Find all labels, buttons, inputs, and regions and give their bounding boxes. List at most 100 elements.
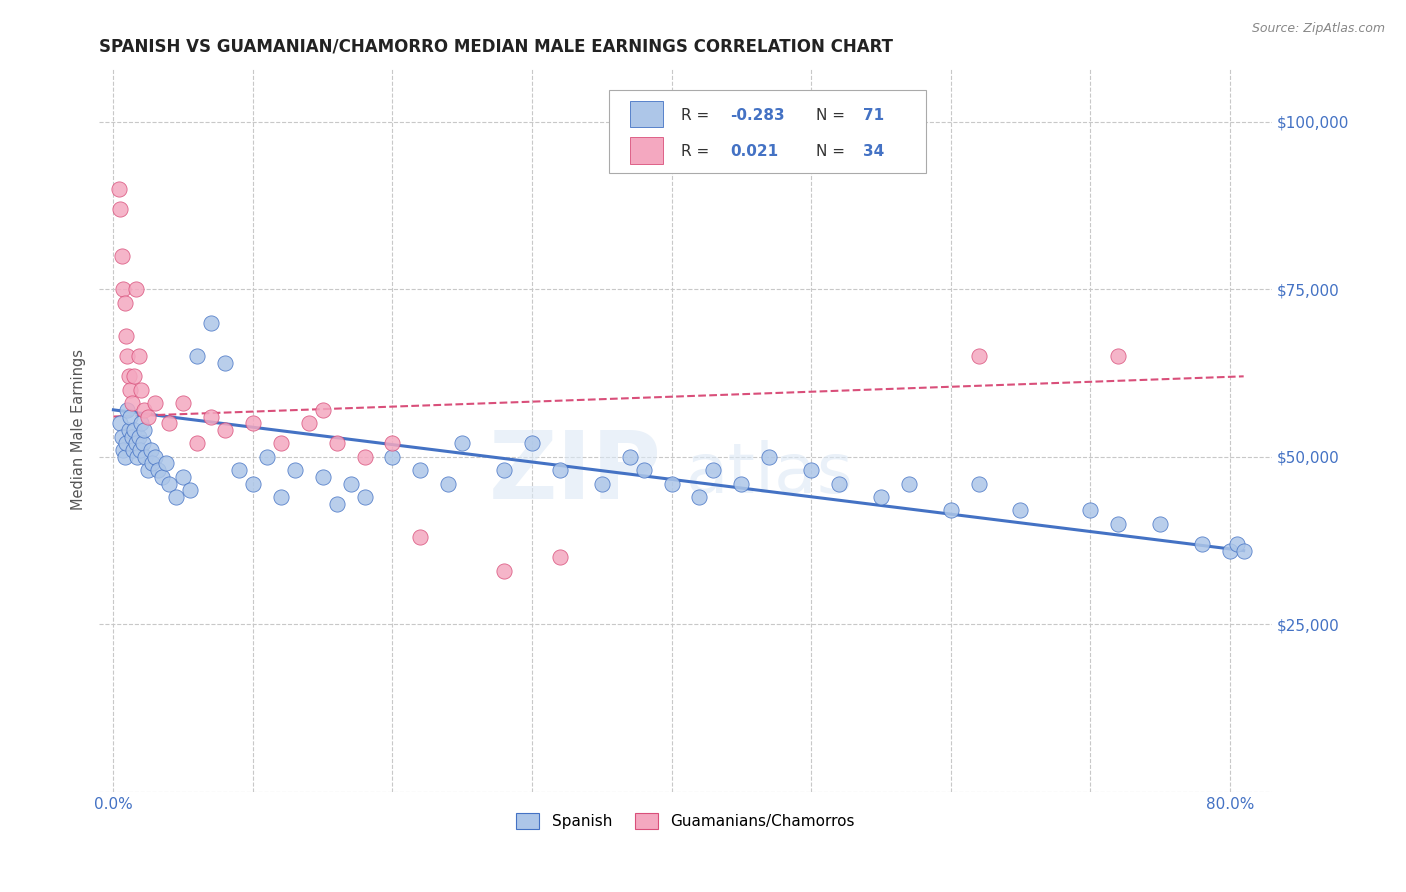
Text: atlas: atlas bbox=[686, 440, 853, 507]
Point bbox=[200, 316, 222, 330]
Point bbox=[800, 463, 823, 477]
Point bbox=[125, 282, 148, 296]
Point bbox=[1078, 503, 1101, 517]
Point bbox=[353, 450, 375, 464]
Point bbox=[730, 476, 752, 491]
Point bbox=[108, 181, 131, 195]
Point bbox=[121, 396, 143, 410]
Point bbox=[132, 402, 155, 417]
Point bbox=[120, 409, 142, 424]
Point bbox=[115, 329, 138, 343]
Point bbox=[548, 463, 571, 477]
Point bbox=[114, 450, 136, 464]
Text: 0.021: 0.021 bbox=[730, 144, 778, 159]
Text: 34: 34 bbox=[862, 144, 884, 159]
Point bbox=[270, 436, 292, 450]
Text: ZIP: ZIP bbox=[489, 427, 662, 519]
Point bbox=[172, 470, 194, 484]
Point bbox=[1107, 516, 1129, 531]
Point bbox=[1226, 537, 1249, 551]
Point bbox=[1149, 516, 1171, 531]
Point bbox=[325, 497, 347, 511]
Point bbox=[134, 450, 156, 464]
Point bbox=[242, 476, 264, 491]
Text: SPANISH VS GUAMANIAN/CHAMORRO MEDIAN MALE EARNINGS CORRELATION CHART: SPANISH VS GUAMANIAN/CHAMORRO MEDIAN MAL… bbox=[100, 37, 893, 55]
Point bbox=[451, 436, 474, 450]
Text: 71: 71 bbox=[862, 108, 883, 122]
Point bbox=[143, 450, 166, 464]
Point bbox=[437, 476, 460, 491]
Point bbox=[633, 463, 655, 477]
Point bbox=[117, 402, 139, 417]
Point bbox=[110, 202, 132, 216]
Point bbox=[200, 409, 222, 424]
Point bbox=[409, 463, 432, 477]
Point bbox=[967, 349, 990, 363]
Point bbox=[758, 450, 780, 464]
Point bbox=[128, 349, 150, 363]
Point bbox=[548, 550, 571, 565]
Point bbox=[702, 463, 724, 477]
Point bbox=[112, 282, 135, 296]
Point bbox=[828, 476, 851, 491]
Point bbox=[131, 436, 153, 450]
Point bbox=[146, 463, 169, 477]
FancyBboxPatch shape bbox=[630, 137, 664, 163]
Point bbox=[157, 417, 180, 431]
Point bbox=[118, 423, 141, 437]
FancyBboxPatch shape bbox=[630, 101, 664, 128]
Point bbox=[1219, 543, 1241, 558]
Point bbox=[325, 436, 347, 450]
Point bbox=[967, 476, 990, 491]
Point bbox=[494, 463, 516, 477]
Point bbox=[125, 436, 148, 450]
Point bbox=[111, 430, 134, 444]
Legend: Spanish, Guamanians/Chamorros: Spanish, Guamanians/Chamorros bbox=[510, 806, 860, 835]
Point bbox=[120, 383, 142, 397]
Point bbox=[520, 436, 543, 450]
Point bbox=[110, 417, 132, 431]
Point bbox=[127, 450, 149, 464]
Point bbox=[619, 450, 641, 464]
Point bbox=[124, 369, 146, 384]
Point bbox=[284, 463, 307, 477]
Point bbox=[688, 490, 710, 504]
Point bbox=[186, 349, 208, 363]
Point bbox=[115, 436, 138, 450]
Point bbox=[129, 417, 152, 431]
Point bbox=[339, 476, 361, 491]
Point bbox=[155, 457, 177, 471]
Point bbox=[214, 423, 236, 437]
Text: R =: R = bbox=[681, 108, 709, 122]
Point bbox=[661, 476, 683, 491]
Point bbox=[114, 295, 136, 310]
Point bbox=[1107, 349, 1129, 363]
Point bbox=[157, 476, 180, 491]
FancyBboxPatch shape bbox=[609, 90, 925, 173]
Point bbox=[132, 423, 155, 437]
Point bbox=[112, 443, 135, 458]
Point bbox=[136, 463, 159, 477]
Point bbox=[591, 476, 613, 491]
Point bbox=[256, 450, 278, 464]
Point bbox=[381, 436, 404, 450]
Point bbox=[121, 430, 143, 444]
Point bbox=[312, 402, 335, 417]
Text: N =: N = bbox=[815, 108, 845, 122]
Point bbox=[381, 450, 404, 464]
Point bbox=[228, 463, 250, 477]
Point bbox=[129, 443, 152, 458]
Point bbox=[150, 470, 173, 484]
Point bbox=[939, 503, 962, 517]
Point bbox=[353, 490, 375, 504]
Point bbox=[409, 530, 432, 544]
Point bbox=[242, 417, 264, 431]
Point bbox=[1233, 543, 1256, 558]
Point bbox=[494, 564, 516, 578]
Text: -0.283: -0.283 bbox=[730, 108, 785, 122]
Point bbox=[124, 423, 146, 437]
Point bbox=[165, 490, 187, 504]
Point bbox=[172, 396, 194, 410]
Point bbox=[1010, 503, 1032, 517]
Point bbox=[186, 436, 208, 450]
